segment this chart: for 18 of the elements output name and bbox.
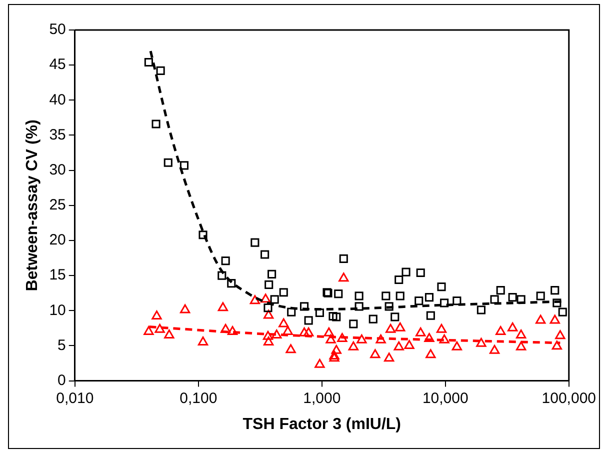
y-tick-label: 20	[49, 232, 66, 249]
y-tick-label: 45	[49, 56, 66, 74]
x-tick-label: 0,100	[180, 390, 218, 407]
y-axis-title: Between-assay CV (%)	[24, 120, 42, 292]
y-tick-label: 30	[49, 161, 66, 178]
y-tick-label: 5	[58, 336, 66, 354]
y-tick-label: 15	[49, 266, 66, 284]
x-tick-label: 100,000	[542, 390, 596, 407]
x-tick-label: 0,010	[56, 390, 94, 407]
y-tick-label: 40	[49, 91, 66, 108]
y-tick-label: 0	[58, 372, 66, 389]
x-tick-label: 1,000	[303, 390, 341, 407]
x-axis-title: TSH Factor 3 (mIU/L)	[242, 416, 402, 433]
y-tick-label: 50	[49, 21, 66, 38]
y-tick-label: 10	[49, 302, 66, 319]
x-tick-label: 10,000	[422, 390, 468, 407]
y-tick-label: 25	[49, 196, 66, 214]
y-tick-label: 35	[49, 126, 66, 144]
